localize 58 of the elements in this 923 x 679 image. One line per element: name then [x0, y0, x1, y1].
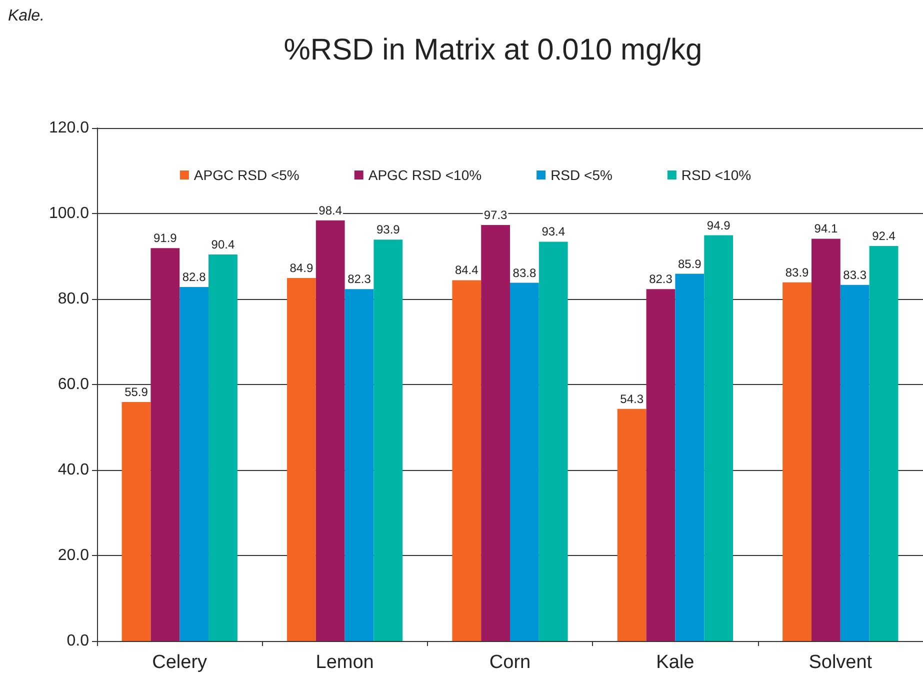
bar: [840, 284, 870, 641]
bar: [374, 240, 403, 641]
x-tick-label: Lemon: [316, 652, 374, 673]
bar: [869, 246, 898, 641]
data-label: 91.9: [153, 231, 178, 246]
data-label: 93.9: [376, 222, 400, 237]
y-tick-label: 60.0: [58, 376, 90, 393]
data-label: 90.4: [211, 238, 235, 252]
bar: [150, 248, 180, 641]
data-label: 97.3: [484, 208, 508, 222]
legend-label: RSD <5%: [550, 167, 612, 183]
y-tick-label: 100.0: [48, 205, 90, 222]
bar: [452, 280, 482, 641]
data-label: 84.9: [290, 261, 314, 276]
y-tick-label: 120.0: [48, 120, 90, 136]
data-label: 82.3: [649, 272, 673, 286]
data-label: 93.4: [542, 224, 566, 239]
y-tick-label: 40.0: [58, 462, 90, 478]
legend-label: RSD <10%: [681, 167, 752, 183]
x-tick-label: Kale: [656, 652, 694, 673]
bar: [316, 220, 345, 641]
data-label: 55.9: [124, 385, 148, 400]
bar: [122, 402, 151, 641]
data-label: 82.8: [182, 270, 206, 284]
y-tick-label: 0.0: [66, 632, 90, 650]
bar: [675, 274, 704, 641]
data-label: 83.8: [512, 266, 536, 280]
bar: [811, 238, 840, 641]
data-label: 82.3: [348, 272, 372, 286]
data-label: 98.4: [318, 203, 342, 218]
bar: [538, 242, 568, 641]
legend-label: APGC RSD <5%: [194, 167, 300, 183]
x-tick-label: Solvent: [808, 652, 873, 673]
bar: [286, 278, 316, 641]
legend-label: APGC RSD <10%: [368, 167, 482, 183]
bar: [646, 289, 676, 641]
data-label: 84.4: [454, 263, 479, 278]
data-label: 94.9: [706, 218, 731, 232]
bar: [180, 287, 209, 641]
bar: [510, 282, 539, 641]
bar: [208, 254, 238, 641]
x-tick-label: Celery: [152, 652, 208, 673]
bar: [782, 282, 812, 641]
bar: [481, 225, 510, 641]
text: Kale.: [8, 8, 44, 24]
data-label: 92.4: [872, 228, 896, 243]
chart-title: %RSD in Matrix at 0.010 mg/kg: [284, 34, 702, 66]
data-label: 83.3: [843, 268, 867, 282]
data-label: 54.3: [620, 392, 644, 406]
data-label: 94.1: [814, 222, 838, 236]
y-tick-label: 80.0: [58, 290, 90, 308]
data-label: 85.9: [678, 256, 702, 271]
x-tick-label: Corn: [489, 652, 531, 673]
bar: [344, 289, 374, 641]
bar: [617, 408, 646, 641]
data-label: 83.9: [785, 265, 810, 280]
y-tick-label: 20.0: [58, 547, 90, 564]
bar: [704, 235, 734, 641]
